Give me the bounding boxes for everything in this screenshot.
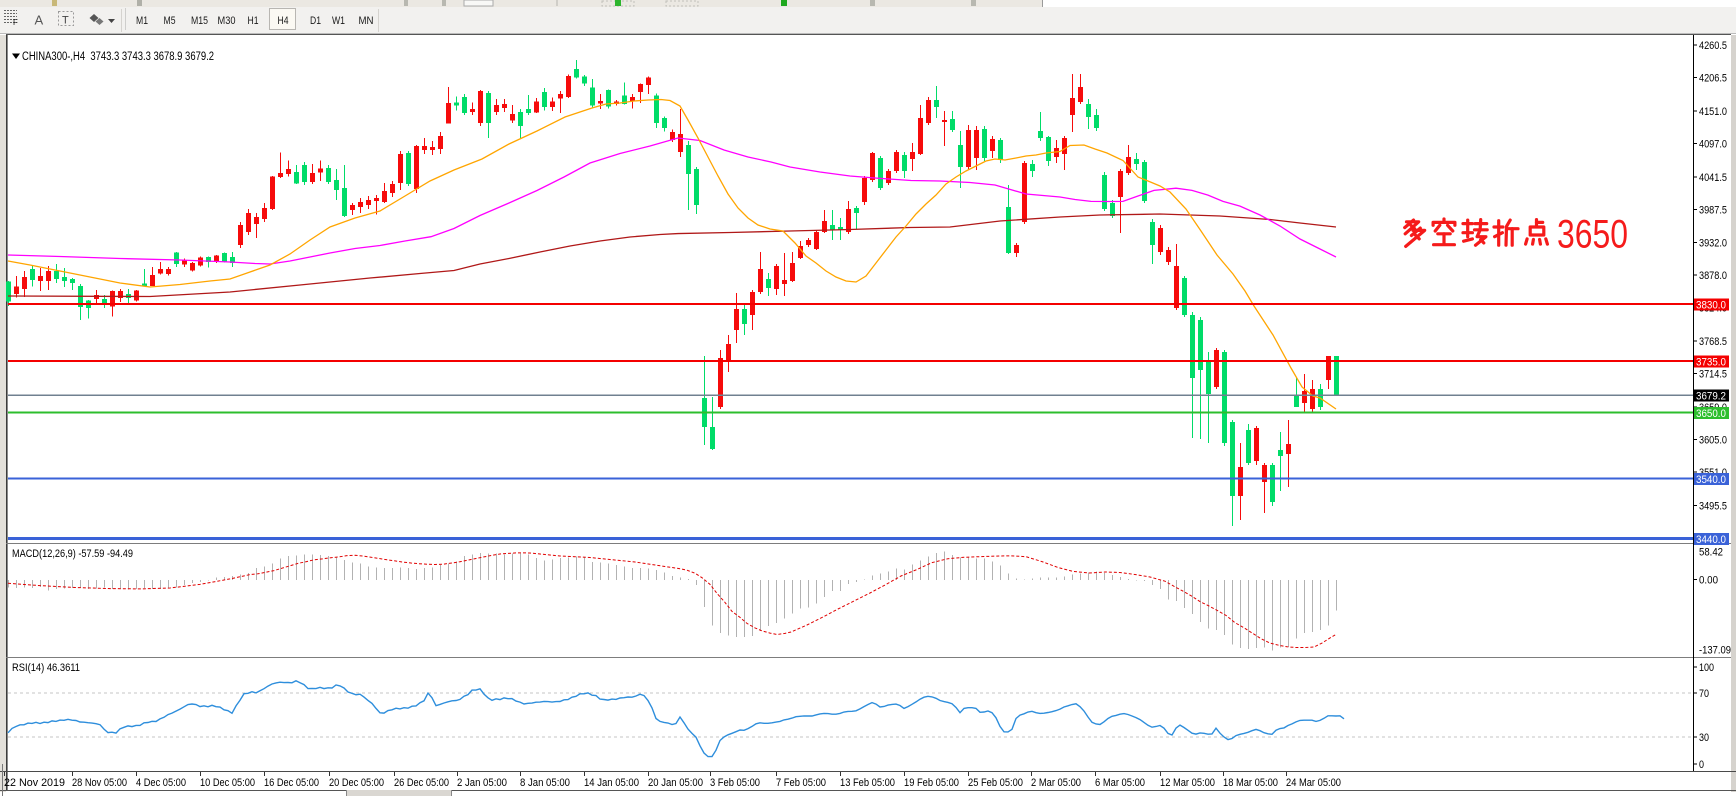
svg-text:D1: D1 [310,15,321,27]
svg-text:3495.5: 3495.5 [1699,500,1727,512]
svg-text:CHINA300-,H4 3743.3 3743.3 36: CHINA300-,H4 3743.3 3743.3 3678.9 3679.2 [22,51,214,63]
svg-text:3650: 3650 [1557,213,1628,257]
svg-text:20 Jan 05:00: 20 Jan 05:00 [648,777,703,789]
svg-text:6 Mar 05:00: 6 Mar 05:00 [1095,777,1145,789]
svg-text:4097.0: 4097.0 [1699,138,1727,150]
svg-text:70: 70 [1699,688,1709,700]
svg-text:3932.0: 3932.0 [1699,238,1727,250]
svg-text:30: 30 [1699,732,1709,744]
svg-text:3650.0: 3650.0 [1696,408,1726,420]
svg-text:3878.0: 3878.0 [1699,270,1727,282]
svg-text:H1: H1 [248,15,259,27]
svg-text:4206.5: 4206.5 [1699,73,1727,85]
svg-text:4151.0: 4151.0 [1699,106,1727,118]
svg-text:8 Jan 05:00: 8 Jan 05:00 [520,777,570,789]
svg-text:16 Dec 05:00: 16 Dec 05:00 [264,777,319,789]
svg-text:14 Jan 05:00: 14 Jan 05:00 [584,777,639,789]
svg-text:3679.2: 3679.2 [1696,391,1726,403]
svg-text:3605.0: 3605.0 [1699,434,1727,446]
svg-text:A: A [35,13,44,28]
svg-text:100: 100 [1699,662,1714,674]
svg-text:2 Jan 05:00: 2 Jan 05:00 [457,777,507,789]
svg-text:58.42: 58.42 [1699,547,1723,559]
svg-text:RSI(14) 46.3611: RSI(14) 46.3611 [12,662,80,674]
svg-text:3540.0: 3540.0 [1696,474,1726,486]
svg-text:3 Feb 05:00: 3 Feb 05:00 [710,777,760,789]
svg-text:MN: MN [359,15,374,27]
svg-text:3987.5: 3987.5 [1699,204,1727,216]
svg-text:4041.5: 4041.5 [1699,172,1727,184]
svg-text:M30: M30 [218,15,236,27]
svg-text:M15: M15 [191,15,208,27]
svg-text:28 Nov 05:00: 28 Nov 05:00 [72,777,127,789]
svg-text:3768.5: 3768.5 [1699,336,1727,348]
svg-text:12 Mar 05:00: 12 Mar 05:00 [1160,777,1215,789]
svg-text:22 Nov 2019: 22 Nov 2019 [4,777,65,789]
svg-text:10 Dec 05:00: 10 Dec 05:00 [200,777,255,789]
svg-text:H4: H4 [278,15,289,27]
svg-text:-137.09: -137.09 [1699,645,1731,657]
svg-text:25 Feb 05:00: 25 Feb 05:00 [968,777,1023,789]
svg-text:18 Mar 05:00: 18 Mar 05:00 [1223,777,1278,789]
svg-text:3830.0: 3830.0 [1696,300,1726,312]
svg-text:T: T [62,15,69,27]
svg-text:24 Mar 05:00: 24 Mar 05:00 [1286,777,1341,789]
svg-text:19 Feb 05:00: 19 Feb 05:00 [904,777,959,789]
svg-text:3735.0: 3735.0 [1696,357,1726,369]
svg-text:MACD(12,26,9) -57.59 -94.49: MACD(12,26,9) -57.59 -94.49 [12,548,133,560]
svg-text:3440.0: 3440.0 [1696,534,1726,546]
svg-text:F: F [13,18,18,27]
svg-text:0: 0 [1699,759,1704,771]
svg-text:M5: M5 [164,15,176,27]
svg-text:20 Dec 05:00: 20 Dec 05:00 [329,777,384,789]
svg-text:2 Mar 05:00: 2 Mar 05:00 [1031,777,1081,789]
svg-text:M1: M1 [136,15,148,27]
svg-text:0.00: 0.00 [1699,575,1718,587]
svg-text:4 Dec 05:00: 4 Dec 05:00 [136,777,186,789]
svg-text:13 Feb 05:00: 13 Feb 05:00 [840,777,895,789]
svg-text:3714.5: 3714.5 [1699,369,1727,381]
svg-text:4260.5: 4260.5 [1699,40,1727,52]
svg-text:W1: W1 [332,15,345,27]
svg-text:26 Dec 05:00: 26 Dec 05:00 [394,777,449,789]
svg-text:7 Feb 05:00: 7 Feb 05:00 [776,777,826,789]
